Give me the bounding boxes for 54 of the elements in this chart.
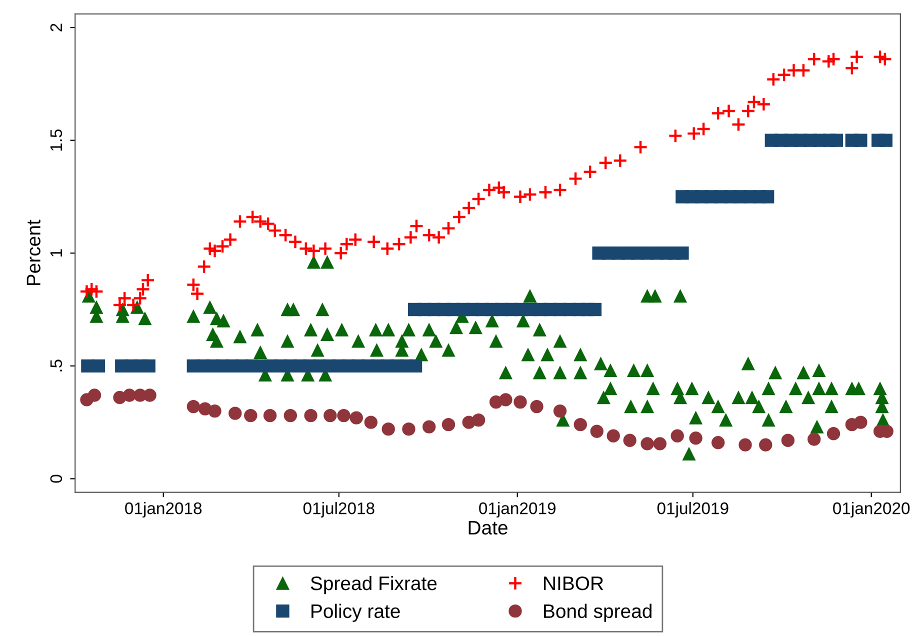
point (606, 429, 620, 442)
point (854, 416, 868, 429)
point (738, 438, 752, 452)
point (402, 422, 416, 436)
point (442, 418, 456, 432)
point (590, 424, 604, 438)
x-tick-label: 01jan2019 (479, 502, 556, 518)
point (350, 411, 363, 424)
x-tick-label: 01jul2019 (657, 502, 728, 518)
point (143, 388, 156, 402)
x-axis-title: Date (468, 521, 508, 535)
legend-label: NIBOR (544, 576, 604, 590)
point (208, 404, 222, 418)
point (382, 422, 395, 436)
point (826, 427, 840, 440)
point (499, 393, 512, 406)
point (88, 388, 102, 402)
x-tick-label: 01jan2020 (833, 502, 910, 518)
y-axis-title: Percent (26, 220, 40, 286)
point (263, 408, 277, 422)
point (759, 438, 772, 452)
point (808, 432, 821, 446)
point (472, 413, 486, 427)
y-tick-label: .5 (50, 360, 62, 372)
point (337, 408, 350, 422)
point (304, 408, 318, 422)
legend-label: Spread Fixrate (310, 576, 437, 594)
point (514, 395, 527, 409)
point (781, 434, 795, 447)
point (364, 416, 378, 429)
point (553, 404, 567, 418)
legend-label: Policy rate (312, 604, 400, 622)
point (324, 408, 337, 422)
point (689, 432, 702, 445)
point (422, 420, 436, 434)
y-tick-label: 2 (50, 24, 62, 32)
point (530, 400, 544, 414)
point (653, 437, 667, 450)
point (623, 434, 636, 447)
point (122, 388, 136, 402)
point (284, 408, 298, 422)
y-tick-label: 1.5 (50, 129, 62, 151)
point (244, 408, 258, 422)
point (670, 429, 684, 442)
point (712, 436, 725, 450)
x-tick-label: 01jan2018 (125, 502, 202, 518)
point (574, 418, 587, 432)
point (228, 406, 242, 420)
y-tick-label: 0 (50, 474, 62, 483)
legend-label: Bond spread (544, 604, 652, 622)
point (186, 400, 200, 414)
point (640, 437, 654, 450)
x-tick-label: 01jul2018 (303, 502, 374, 518)
y-tick-label: 1 (50, 249, 62, 256)
